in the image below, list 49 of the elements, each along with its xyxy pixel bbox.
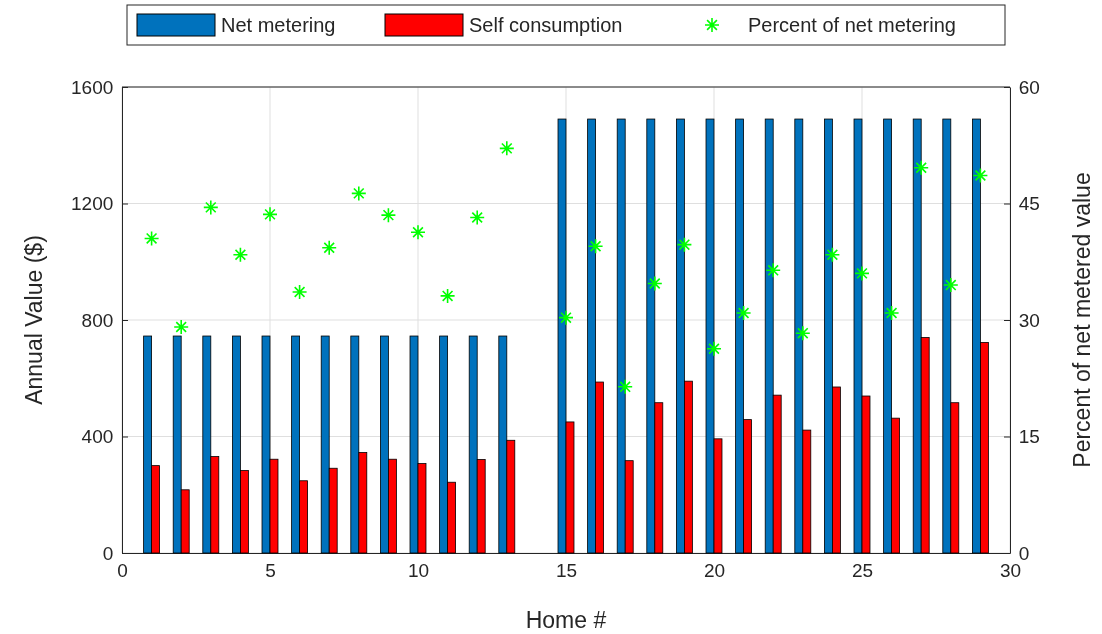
point [706,340,722,357]
y2-tick-label: 30 [1018,309,1040,331]
point [735,305,752,321]
legend-label: Net metering [221,14,336,36]
point [291,284,308,300]
y2-tick-label: 15 [1018,426,1040,448]
x-tick-label: 5 [265,559,276,581]
point [143,230,160,247]
x-tick-label: 10 [407,559,430,581]
point [854,265,870,282]
point [795,325,811,341]
point [410,224,426,241]
y-tick-label: 0 [102,542,114,564]
x-axis-title: Home # [525,607,607,633]
y-tick-label: 800 [81,309,114,331]
point [380,207,397,223]
point [676,236,693,253]
x-tick-label: 25 [851,559,874,581]
y2-tick-label: 45 [1018,193,1040,215]
y-tick-label: 400 [81,426,114,448]
point [262,206,278,223]
point [972,167,989,184]
point [587,238,604,255]
point [173,319,189,335]
point [943,277,959,293]
y-tick-label: 1200 [71,193,114,215]
x-tick-label: 20 [703,559,726,581]
x-tick-label: 15 [555,559,578,581]
point [232,246,249,263]
legend-label: Percent of net metering [748,14,956,36]
x-tick-label: 0 [117,559,128,581]
point [558,309,574,326]
y-axis-title: Annual Value ($) [21,235,47,405]
point [647,275,663,292]
point [824,246,841,263]
point [351,185,367,202]
point [883,305,900,321]
y-tick-label: 1600 [71,76,114,98]
point [203,199,219,216]
point [469,209,485,226]
y2-tick-label: 60 [1018,76,1040,98]
point [913,159,929,176]
point [439,288,456,304]
point [321,239,337,256]
point [499,140,515,157]
point [765,262,781,279]
y2-axis-title: Percent of net metered value [1069,172,1095,468]
point [617,378,633,395]
legend-label: Self consumption [469,14,623,36]
